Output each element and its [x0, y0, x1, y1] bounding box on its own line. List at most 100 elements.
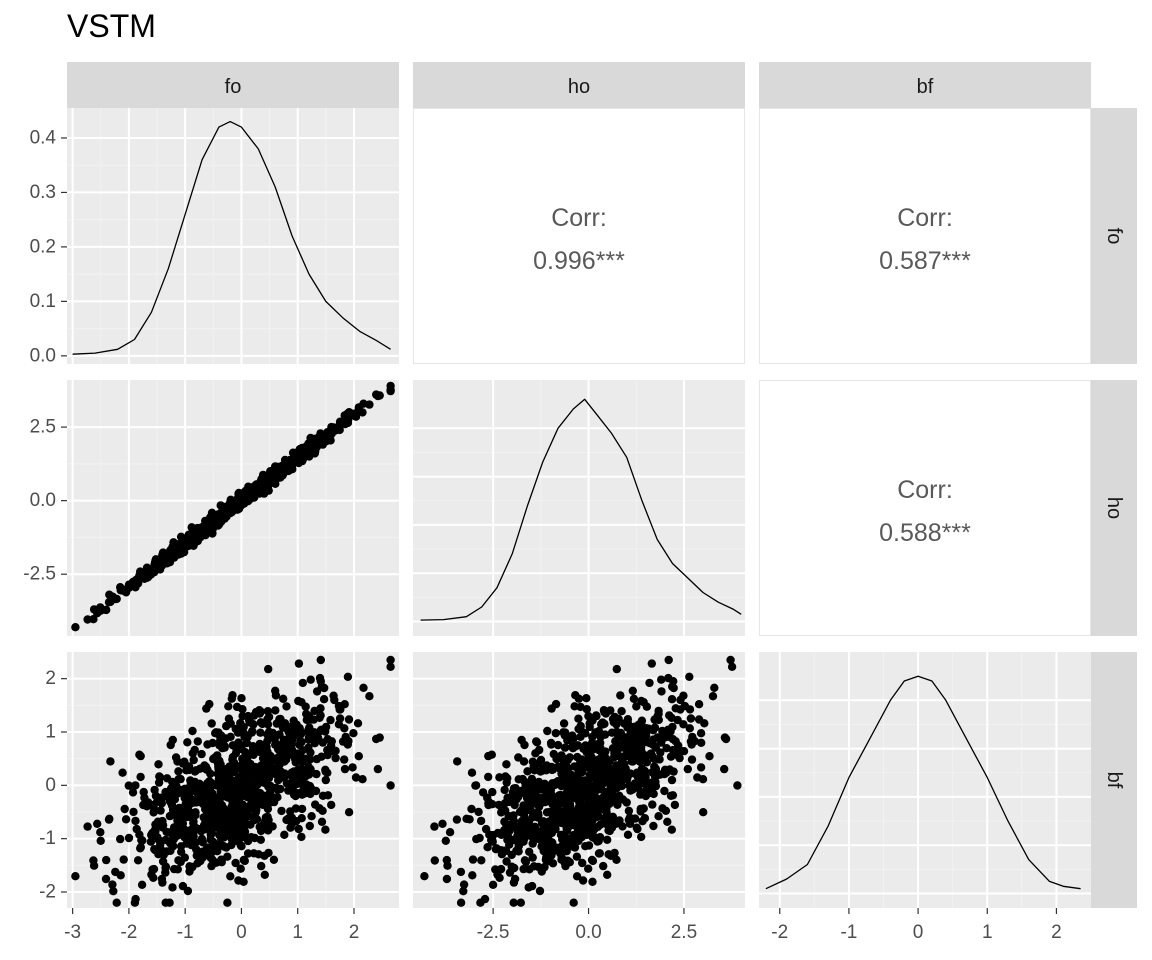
scatter-point: [625, 819, 635, 828]
scatter-point: [266, 468, 275, 478]
scatter-point: [203, 521, 213, 530]
scatter-point: [420, 872, 429, 881]
scatter-point: [551, 843, 561, 852]
scatter-point: [120, 804, 129, 814]
scatter-point: [655, 755, 664, 764]
scatter-point: [251, 770, 261, 780]
corr-value: 0.588***: [879, 519, 971, 547]
scatter-point: [547, 704, 556, 713]
scatter-point: [502, 778, 511, 787]
scatter-point: [124, 833, 134, 843]
scatter-point: [246, 759, 255, 769]
scatter-point: [236, 792, 246, 801]
scatter-point: [662, 744, 671, 753]
column-strip-label-fo: fo: [225, 76, 242, 98]
scatter-point: [612, 664, 621, 674]
scatter-point: [305, 755, 315, 764]
scatter-point: [518, 774, 527, 784]
scatter-point: [583, 822, 592, 832]
x-tick-label: -3: [64, 922, 81, 943]
scatter-point: [671, 704, 680, 713]
scatter-point: [191, 823, 201, 833]
column-strip-label-bf: bf: [917, 76, 934, 98]
row-strip-bf: [1091, 652, 1137, 908]
scatter-point: [279, 735, 288, 744]
row-strip-fo: [1091, 108, 1137, 364]
scatter-point: [189, 798, 198, 807]
corr-label: Corr:: [897, 476, 953, 504]
scatter-point: [558, 781, 567, 790]
scatter-point: [531, 809, 541, 819]
scatter-point: [349, 729, 358, 738]
scatter-point: [500, 817, 509, 826]
scatter-point: [688, 732, 697, 742]
scatter-point: [175, 774, 184, 784]
scatter-point: [517, 805, 527, 815]
scatter-point: [622, 772, 632, 781]
scatter-point: [157, 799, 166, 808]
scatter-point: [636, 804, 645, 814]
scatter-point: [287, 819, 297, 828]
scatter-point: [453, 757, 462, 766]
scatter-point: [509, 898, 518, 907]
scatter-point: [666, 791, 676, 800]
scatter-point: [233, 728, 243, 737]
panel-background: [413, 380, 745, 636]
scatter-point: [206, 830, 215, 840]
scatter-point: [600, 787, 609, 797]
scatter-point: [476, 816, 486, 826]
y-tick-label: 1: [45, 722, 56, 743]
scatter-point: [578, 858, 587, 868]
scatter-point: [153, 817, 163, 826]
scatter-point: [197, 834, 207, 844]
scatter-point: [575, 790, 585, 799]
scatter-point: [649, 726, 658, 735]
scatter-point: [306, 675, 315, 684]
scatter-point: [193, 528, 202, 537]
scatter-point: [568, 744, 578, 753]
scatter-point: [71, 872, 80, 881]
scatter-point: [341, 732, 350, 742]
scatter-point: [596, 743, 605, 753]
scatter-point: [254, 850, 263, 859]
scatter-point: [520, 789, 529, 798]
scatter-point: [343, 740, 352, 749]
scatter-point: [679, 691, 688, 700]
scatter-point: [581, 763, 590, 772]
scatter-point: [235, 827, 245, 836]
scatter-point: [667, 775, 677, 785]
scatter-point: [131, 583, 140, 592]
scatter-point: [569, 898, 578, 907]
scatter-point: [185, 826, 194, 835]
scatter-point: [495, 873, 504, 882]
scatter-point: [310, 739, 319, 748]
scatter-point: [174, 789, 183, 798]
scatter-point: [226, 732, 235, 741]
scatter-point: [223, 852, 232, 861]
scatter-point: [509, 816, 519, 826]
corr-label: Corr:: [897, 204, 953, 232]
scatter-point: [206, 769, 215, 778]
scatter-point: [525, 865, 534, 874]
scatter-point: [563, 764, 573, 774]
scatter-point: [304, 733, 314, 742]
scatter-point: [108, 880, 117, 889]
scatter-point: [227, 504, 236, 513]
scatter-point: [720, 764, 729, 774]
scatter-point: [615, 742, 624, 752]
scatter-point: [612, 761, 621, 770]
scatter-point: [230, 836, 239, 846]
x-tick-label: 0: [236, 922, 247, 943]
scatter-point: [118, 768, 127, 777]
scatter-point: [193, 848, 202, 858]
scatter-point: [483, 793, 492, 802]
scatter-point: [614, 792, 623, 801]
scatter-point: [116, 871, 125, 880]
scatter-point: [282, 702, 291, 711]
scatter-point: [149, 864, 159, 874]
scatter-point: [514, 838, 523, 848]
scatter-point: [236, 864, 245, 873]
scatter-point: [256, 835, 265, 844]
scatter-point: [683, 764, 692, 774]
scatter-point: [708, 692, 718, 701]
